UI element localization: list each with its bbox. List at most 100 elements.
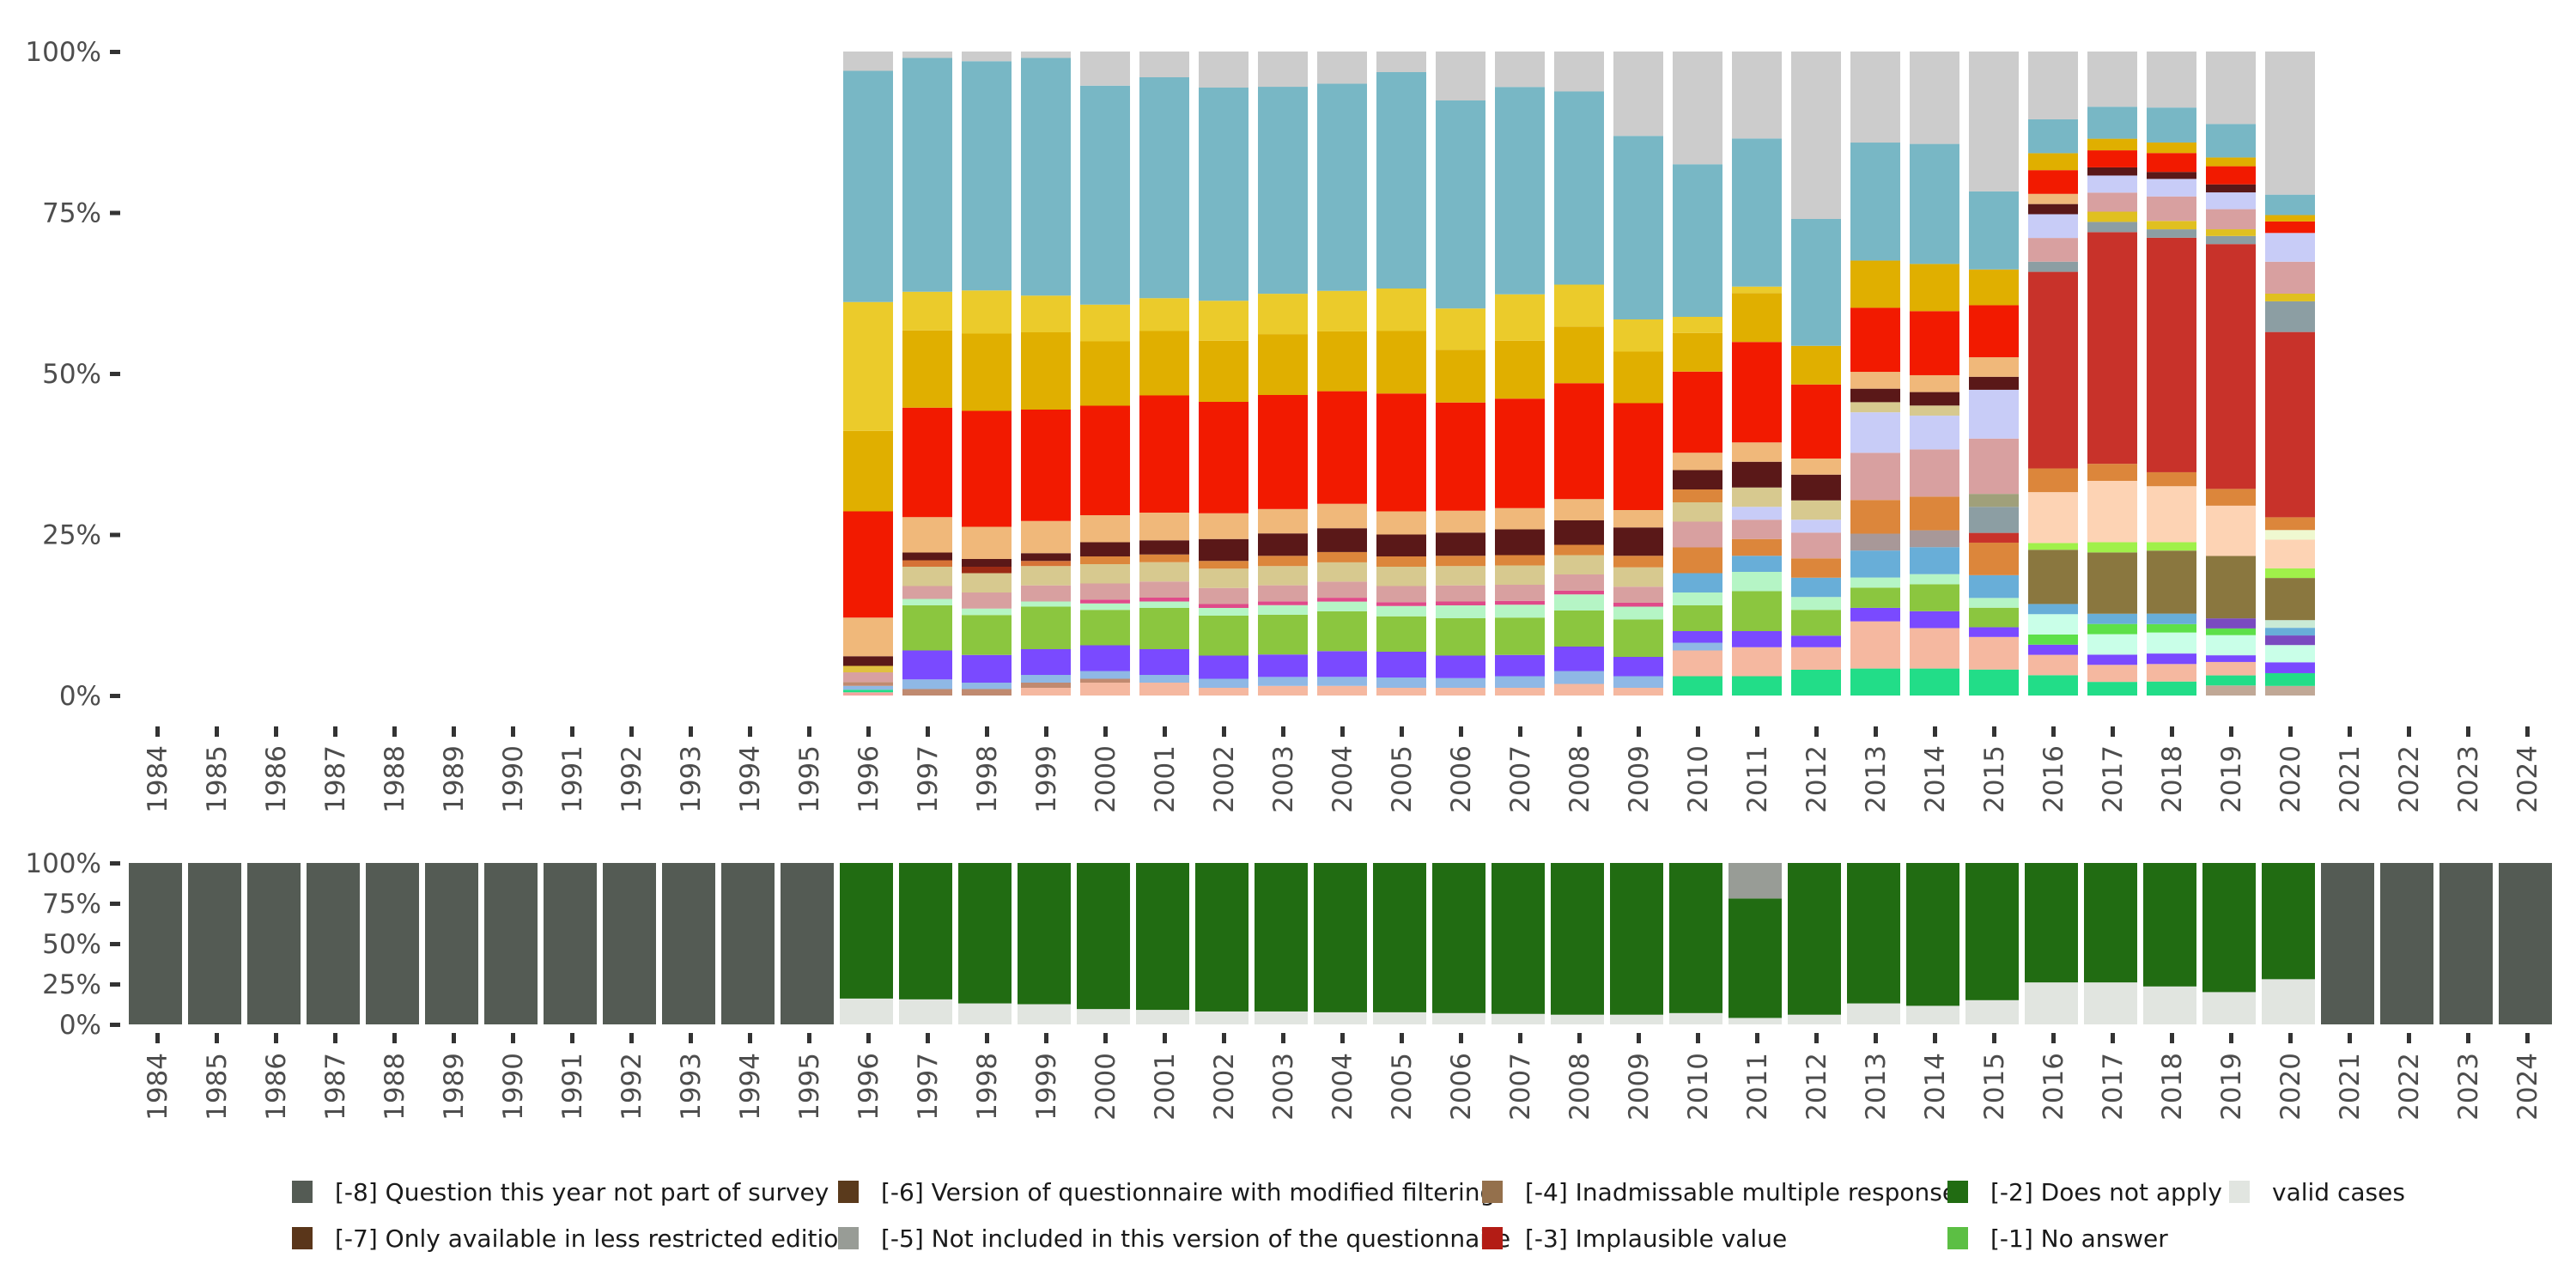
overview-bar-2010 [1669,863,1722,1013]
overview-bar-2014 [1906,863,1959,1006]
bar-segment-2014 [1910,264,1959,312]
bar-segment-2020 [2265,517,2315,531]
bar-segment-2020 [2265,578,2315,621]
bar-segment-2018 [2147,172,2196,179]
bar-segment-2006 [1436,556,1485,567]
bar-segment-2002 [1199,568,1249,588]
x-tick-label: 2005 [1387,1053,1418,1121]
bar-segment-2006 [1436,601,1485,605]
x-tick-mark [2407,726,2411,737]
x-tick-label: 1984 [143,745,173,813]
bar-segment-1997 [902,679,952,690]
detail-bars [843,52,2315,696]
bar-segment-2010 [1673,332,1722,372]
x-tick-mark [2348,1033,2352,1043]
bar-segment-2010 [1673,470,1722,489]
overview-bar-1999 [1018,1004,1071,1024]
bar-segment-2011 [1732,293,1782,343]
x-tick-mark [2229,1033,2233,1043]
x-tick-label: 2023 [2453,1053,2484,1121]
bar-segment-2017 [2087,613,2137,624]
detail-x-axis: 1984 1985 1986 1987 1988 1989 1990 1991 1992 1993… [143,726,2543,813]
bar-segment-1997 [902,552,952,561]
bar-segment-2012 [1791,474,1841,501]
bar-segment-2015 [1969,357,2019,377]
bar-segment-2016 [2028,543,2078,550]
bar-segment-2009 [1613,319,1663,352]
bar-segment-2018 [2147,613,2196,624]
bar-segment-2020 [2265,221,2315,234]
y-tick-label: 100% [25,37,101,68]
bar-segment-2006 [1436,566,1485,586]
bar-segment-1997 [902,330,952,408]
bar-segment-2020 [2265,52,2315,195]
legend-item-5: [-5] Not included in this version of the… [838,1221,1510,1255]
bar-segment-2019 [2206,229,2256,236]
bar-segment-2004 [1317,52,1367,84]
y-tick-mark [110,694,120,698]
bar-segment-2020 [2265,530,2315,540]
bar-segment-2014 [1910,311,1959,375]
bar-segment-2008 [1554,284,1604,327]
bar-segment-2009 [1613,403,1663,510]
bar-segment-2014 [1910,584,1959,611]
x-tick-label: 2007 [1505,745,1536,813]
bar-segment-2002 [1199,561,1249,569]
x-tick-mark [1103,726,1108,737]
x-tick-label: 1990 [498,745,529,813]
bar-segment-2004 [1317,503,1367,529]
bar-segment-2011 [1732,519,1782,539]
bar-segment-2009 [1613,510,1663,528]
bar-segment-1996 [843,682,893,686]
x-tick-mark [570,1033,574,1043]
x-tick-label: 2019 [2216,745,2247,813]
bar-segment-1997 [902,560,952,567]
bar-segment-2007 [1495,555,1545,566]
x-tick-mark [1992,1033,1996,1043]
x-tick-mark [807,726,811,737]
overview-bar-1993 [662,863,715,1024]
x-tick-mark [1637,726,1641,737]
legend-item-8: [-8] Question this year not part of surv… [292,1175,829,1209]
bar-segment-2010 [1673,502,1722,522]
bar-segment-2000 [1080,645,1130,671]
x-tick-label: 2009 [1624,745,1655,813]
bar-segment-2020 [2265,662,2315,673]
bar-segment-2015 [1969,598,2019,608]
x-tick-mark [629,1033,634,1043]
bar-segment-2009 [1613,619,1663,657]
bar-segment-2017 [2087,542,2137,553]
x-tick-label: 2011 [1742,745,1773,813]
bar-segment-2016 [2028,238,2078,262]
bar-segment-2008 [1554,499,1604,520]
x-tick-label: 1995 [794,745,825,813]
overview-bar-2009 [1610,863,1663,1015]
bar-segment-2003 [1258,87,1308,295]
bar-segment-2015 [1969,574,2019,598]
bar-segment-2001 [1139,649,1189,675]
x-tick-label: 1997 [913,1053,944,1121]
x-tick-mark [866,1033,871,1043]
bar-segment-2012 [1791,577,1841,598]
bar-segment-1998 [962,573,1012,592]
x-tick-label: 1994 [735,1053,766,1121]
bar-segment-2020 [2265,685,2315,696]
overview-bar-2005 [1373,1012,1426,1024]
x-tick-label: 1999 [1031,1053,1062,1121]
bar-segment-2002 [1199,678,1249,688]
bar-segment-2016 [2028,604,2078,615]
bar-segment-2013 [1850,260,1900,308]
bar-segment-2008 [1554,574,1604,591]
bar-segment-2018 [2147,486,2196,543]
x-tick-mark [1400,726,1404,737]
overview-bar-2006 [1432,1012,1485,1024]
bar-segment-2003 [1258,533,1308,556]
x-tick-mark [1577,726,1582,737]
legend-swatch [292,1227,313,1249]
bar-segment-2007 [1495,507,1545,530]
overview-bar-2020 [2262,863,2315,980]
overview-bar-1988 [366,863,419,1024]
bar-segment-2006 [1436,605,1485,618]
bar-segment-2000 [1080,678,1130,683]
bar-segment-2017 [2087,232,2137,465]
